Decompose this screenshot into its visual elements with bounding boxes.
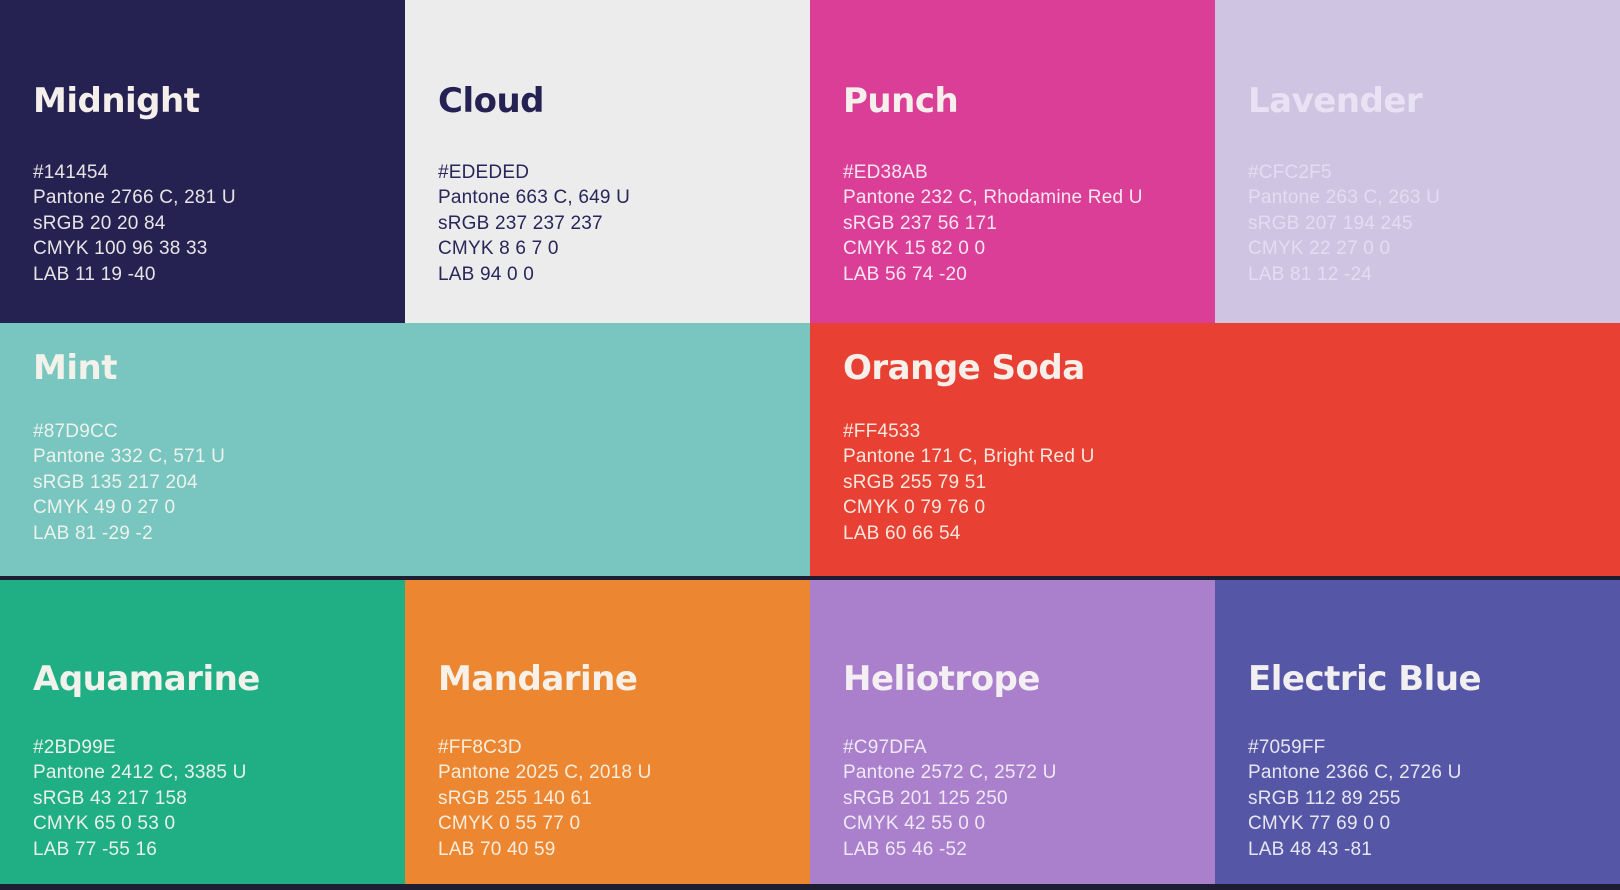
swatch-srgb: sRGB 237 237 237 bbox=[438, 212, 603, 234]
swatch-hex: #EDEDED bbox=[438, 161, 530, 183]
swatch-hex: #FF4533 bbox=[843, 420, 921, 442]
swatch-lab: LAB 60 66 54 bbox=[843, 522, 961, 544]
swatch-pantone: Pantone 2412 C, 3385 U bbox=[33, 762, 247, 783]
swatch-lab: LAB 56 74 -20 bbox=[843, 263, 968, 285]
swatch-srgb: sRGB 43 217 158 bbox=[33, 787, 188, 809]
swatch-specs: #C97DFA Pantone 2572 C, 2572 U sRGB 201 … bbox=[843, 735, 1182, 863]
swatch-title: Cloud bbox=[438, 81, 545, 121]
swatch-cmyk: CMYK 77 69 0 0 bbox=[1248, 813, 1391, 834]
swatch-hex: #FF8C3D bbox=[438, 736, 522, 758]
swatch-lab: LAB 48 43 -81 bbox=[1248, 838, 1373, 860]
swatch-title: Aquamarine bbox=[33, 659, 260, 699]
swatch-punch: Punch #ED38AB Pantone 232 C, Rhodamine R… bbox=[810, 0, 1215, 323]
swatch-pantone: Pantone 263 C, 263 U bbox=[1248, 187, 1441, 208]
swatch-hex: #C97DFA bbox=[843, 736, 927, 758]
swatch-lab: LAB 11 19 -40 bbox=[33, 263, 156, 285]
swatch-orange-soda: Orange Soda #FF4533 Pantone 171 C, Brigh… bbox=[810, 323, 1620, 576]
swatch-hex: #CFC2F5 bbox=[1248, 161, 1332, 183]
swatch-electric-blue: Electric Blue #7059FF Pantone 2366 C, 27… bbox=[1215, 580, 1620, 884]
swatch-srgb: sRGB 112 89 255 bbox=[1248, 787, 1401, 809]
swatch-pantone: Pantone 2572 C, 2572 U bbox=[843, 762, 1057, 783]
swatch-pantone: Pantone 171 C, Bright Red U bbox=[843, 446, 1095, 467]
swatch-cmyk: CMYK 65 0 53 0 bbox=[33, 813, 176, 834]
swatch-specs: #FF8C3D Pantone 2025 C, 2018 U sRGB 255 … bbox=[438, 735, 777, 863]
swatch-pantone: Pantone 232 C, Rhodamine Red U bbox=[843, 187, 1143, 208]
swatch-mandarine: Mandarine #FF8C3D Pantone 2025 C, 2018 U… bbox=[405, 580, 810, 884]
swatch-pantone: Pantone 2025 C, 2018 U bbox=[438, 762, 652, 783]
swatch-title: Lavender bbox=[1248, 81, 1423, 121]
swatch-lab: LAB 70 40 59 bbox=[438, 838, 556, 860]
swatch-specs: #2BD99E Pantone 2412 C, 3385 U sRGB 43 2… bbox=[33, 735, 372, 863]
swatch-lavender: Lavender #CFC2F5 Pantone 263 C, 263 U sR… bbox=[1215, 0, 1620, 323]
swatch-cmyk: CMYK 0 55 77 0 bbox=[438, 813, 581, 834]
swatch-pantone: Pantone 2766 C, 281 U bbox=[33, 187, 236, 208]
swatch-lab: LAB 81 12 -24 bbox=[1248, 263, 1373, 285]
swatch-cmyk: CMYK 49 0 27 0 bbox=[33, 497, 176, 518]
swatch-pantone: Pantone 332 C, 571 U bbox=[33, 446, 226, 467]
swatch-hex: #2BD99E bbox=[33, 736, 116, 758]
swatch-specs: #FF4533 Pantone 171 C, Bright Red U sRGB… bbox=[843, 419, 1587, 547]
swatch-title: Orange Soda bbox=[843, 348, 1085, 388]
swatch-aquamarine: Aquamarine #2BD99E Pantone 2412 C, 3385 … bbox=[0, 580, 405, 884]
swatch-srgb: sRGB 135 217 204 bbox=[33, 471, 198, 493]
row-divider bbox=[0, 576, 1620, 580]
bottom-border bbox=[0, 884, 1620, 890]
swatch-specs: #CFC2F5 Pantone 263 C, 263 U sRGB 207 19… bbox=[1248, 160, 1587, 288]
swatch-mint: Mint #87D9CC Pantone 332 C, 571 U sRGB 1… bbox=[0, 323, 810, 576]
swatch-title: Punch bbox=[843, 81, 959, 121]
swatch-title: Electric Blue bbox=[1248, 659, 1482, 699]
swatch-cmyk: CMYK 100 96 38 33 bbox=[33, 238, 208, 259]
swatch-lab: LAB 65 46 -52 bbox=[843, 838, 968, 860]
swatch-midnight: Midnight #141454 Pantone 2766 C, 281 U s… bbox=[0, 0, 405, 323]
swatch-cloud: Cloud #EDEDED Pantone 663 C, 649 U sRGB … bbox=[405, 0, 810, 323]
swatch-pantone: Pantone 2366 C, 2726 U bbox=[1248, 762, 1462, 783]
swatch-lab: LAB 77 -55 16 bbox=[33, 838, 158, 860]
swatch-cmyk: CMYK 22 27 0 0 bbox=[1248, 238, 1391, 259]
swatch-hex: #141454 bbox=[33, 161, 109, 183]
swatch-srgb: sRGB 20 20 84 bbox=[33, 212, 166, 234]
swatch-hex: #7059FF bbox=[1248, 736, 1326, 758]
swatch-lab: LAB 81 -29 -2 bbox=[33, 522, 153, 544]
swatch-srgb: sRGB 255 79 51 bbox=[843, 471, 987, 493]
swatch-srgb: sRGB 207 194 245 bbox=[1248, 212, 1413, 234]
swatch-cmyk: CMYK 42 55 0 0 bbox=[843, 813, 986, 834]
swatch-srgb: sRGB 237 56 171 bbox=[843, 212, 998, 234]
swatch-specs: #ED38AB Pantone 232 C, Rhodamine Red U s… bbox=[843, 160, 1182, 288]
swatch-hex: #87D9CC bbox=[33, 420, 118, 442]
swatch-hex: #ED38AB bbox=[843, 161, 928, 183]
swatch-srgb: sRGB 255 140 61 bbox=[438, 787, 593, 809]
swatch-pantone: Pantone 663 C, 649 U bbox=[438, 187, 631, 208]
swatch-heliotrope: Heliotrope #C97DFA Pantone 2572 C, 2572 … bbox=[810, 580, 1215, 884]
swatch-cmyk: CMYK 0 79 76 0 bbox=[843, 497, 986, 518]
swatch-specs: #7059FF Pantone 2366 C, 2726 U sRGB 112 … bbox=[1248, 735, 1587, 863]
swatch-cmyk: CMYK 15 82 0 0 bbox=[843, 238, 986, 259]
swatch-cmyk: CMYK 8 6 7 0 bbox=[438, 238, 559, 259]
swatch-title: Midnight bbox=[33, 81, 200, 121]
swatch-specs: #EDEDED Pantone 663 C, 649 U sRGB 237 23… bbox=[438, 160, 777, 288]
swatch-specs: #87D9CC Pantone 332 C, 571 U sRGB 135 21… bbox=[33, 419, 777, 547]
swatch-lab: LAB 94 0 0 bbox=[438, 263, 535, 285]
swatch-title: Mandarine bbox=[438, 659, 638, 699]
swatch-title: Mint bbox=[33, 348, 117, 388]
swatch-title: Heliotrope bbox=[843, 659, 1040, 699]
swatch-specs: #141454 Pantone 2766 C, 281 U sRGB 20 20… bbox=[33, 160, 372, 288]
swatch-srgb: sRGB 201 125 250 bbox=[843, 787, 1008, 809]
